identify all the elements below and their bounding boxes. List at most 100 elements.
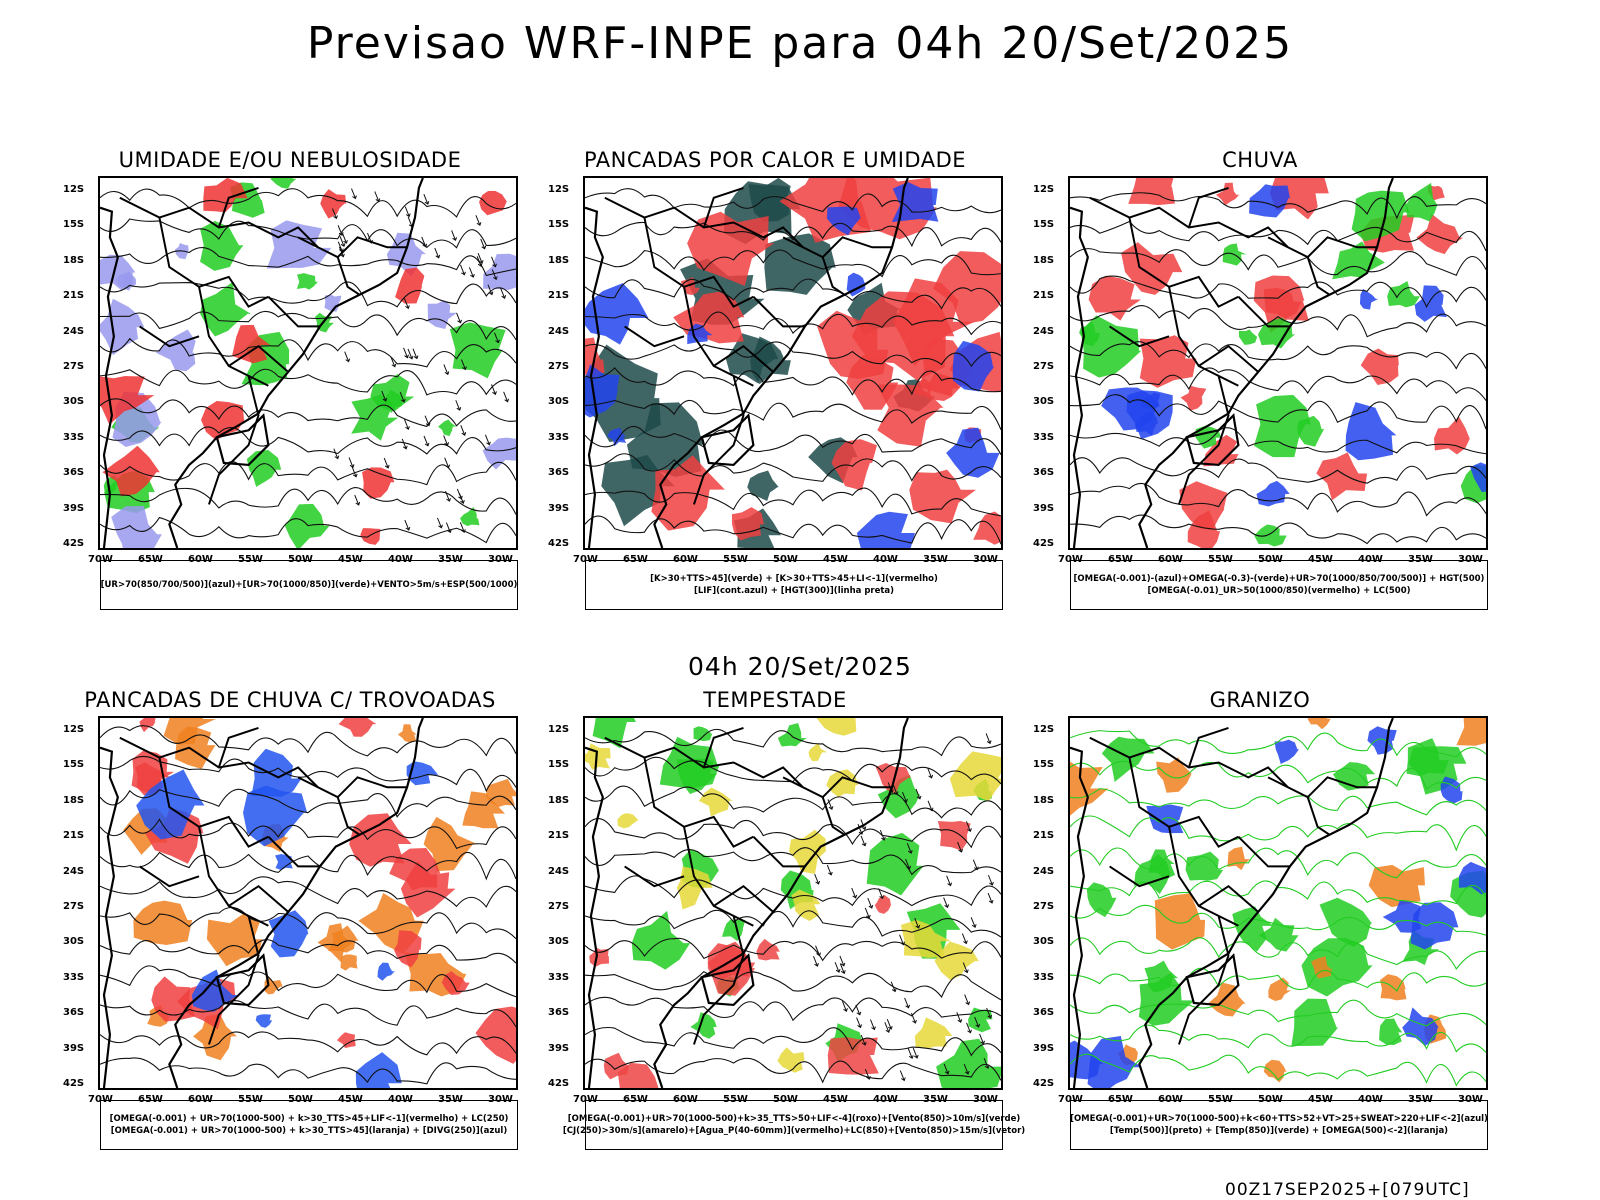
wind-vector xyxy=(333,448,340,460)
wind-vector xyxy=(815,945,821,957)
wind-vector xyxy=(404,519,411,531)
field-area xyxy=(264,976,283,995)
wind-vector xyxy=(424,415,431,427)
lat-tick-label: 21S xyxy=(1033,830,1055,842)
lon-tick-label: 65W xyxy=(138,1094,163,1105)
field-area xyxy=(338,718,377,737)
lat-tick-label: 15S xyxy=(1033,219,1055,231)
lon-tick-label: 70W xyxy=(88,1094,113,1105)
field-area xyxy=(1458,861,1486,895)
lat-tick-label: 24S xyxy=(63,325,85,337)
legend-line: [OMEGA(-0.001)+UR>70(1000-500)+k<60+TTS>… xyxy=(1070,1114,1488,1124)
wind-vector xyxy=(826,864,833,876)
contour-line xyxy=(585,278,1001,310)
field-area xyxy=(585,364,620,418)
panel-umidade: UMIDADE E/OU NEBULOSIDADE 12S 15S 18S 21S 24S… xyxy=(55,148,525,628)
lon-tick-label: 50W xyxy=(773,554,798,565)
lon-tick-label: 60W xyxy=(673,1094,698,1105)
wind-vector xyxy=(443,435,450,447)
wind-vector xyxy=(827,799,834,810)
panel-title: GRANIZO xyxy=(1209,688,1311,712)
wind-vector xyxy=(383,457,390,469)
wind-vector xyxy=(460,359,467,371)
lat-tick-label: 33S xyxy=(63,431,85,443)
field-area xyxy=(200,220,244,271)
field-area xyxy=(1070,761,1109,816)
field-area xyxy=(791,889,821,922)
forecast-map xyxy=(585,718,1001,1088)
panel-granizo: GRANIZO 12S 15S 18S 21S 24S 27S 30S 33S 36S 39S 42S… xyxy=(1025,688,1495,1168)
lat-tick-label: 18S xyxy=(63,794,85,806)
lon-tick-label: 70W xyxy=(88,554,113,565)
lat-tick-label: 42S xyxy=(63,1078,85,1089)
field-area xyxy=(1180,385,1207,411)
field-area xyxy=(875,763,911,794)
contour-line xyxy=(100,906,516,940)
lat-tick-label: 42S xyxy=(63,538,85,549)
state-border xyxy=(1306,796,1331,836)
lat-tick-label: 18S xyxy=(548,254,570,266)
state-border xyxy=(228,344,289,373)
lon-tick-label: 55W xyxy=(1208,1094,1233,1105)
wind-vector xyxy=(445,491,451,502)
lon-tick-label: 50W xyxy=(773,1094,798,1105)
field-area xyxy=(788,829,826,874)
contour-line xyxy=(100,398,516,428)
wind-vector xyxy=(906,843,913,854)
wind-vector xyxy=(957,841,963,853)
contour-line xyxy=(100,337,516,368)
panel-chuva: CHUVA 12S 15S 18S 21S 24S 27S 30S 33S 36S 39S 42S 70… xyxy=(1025,148,1495,628)
contour-line xyxy=(100,310,516,341)
contour-line xyxy=(585,1026,1001,1057)
panel-title: UMIDADE E/OU NEBULOSIDADE xyxy=(118,148,462,172)
wind-vector xyxy=(814,873,821,885)
map-area xyxy=(98,716,518,1090)
lat-tick-label: 36S xyxy=(548,1007,570,1019)
wind-vector xyxy=(970,917,977,928)
field-area xyxy=(909,469,977,524)
field-area xyxy=(255,1014,273,1028)
wind-vector xyxy=(943,1063,950,1075)
field-area xyxy=(1139,335,1197,388)
contour-line xyxy=(100,965,516,998)
lat-tick-label: 39S xyxy=(548,502,570,514)
wind-vector xyxy=(444,457,451,469)
lon-tick-label: 55W xyxy=(723,1094,748,1105)
lat-tick-label: 12S xyxy=(63,184,85,195)
field-area xyxy=(1203,434,1239,467)
coastline xyxy=(585,178,909,548)
wind-vector xyxy=(884,1022,891,1034)
lat-tick-label: 15S xyxy=(548,219,570,231)
field-area xyxy=(1086,882,1117,918)
wind-vector xyxy=(986,1007,993,1019)
state-border xyxy=(702,186,744,228)
state-border xyxy=(267,836,320,868)
field-area xyxy=(1319,897,1373,947)
contour-line xyxy=(100,188,516,218)
lat-tick-label: 18S xyxy=(63,254,85,266)
field-area xyxy=(111,506,162,548)
contour-line xyxy=(100,851,516,881)
state-border xyxy=(1128,757,1239,848)
panel-legend: [OMEGA(-0.001)-(azul)+OMEGA(-0.3)-(verde… xyxy=(1070,560,1488,610)
field-area xyxy=(585,743,611,770)
field-area xyxy=(589,947,610,967)
lat-tick-label: 24S xyxy=(548,865,570,877)
field-area xyxy=(856,511,915,548)
field-area xyxy=(147,1005,170,1027)
field-area xyxy=(1332,241,1386,280)
field-area xyxy=(876,384,944,447)
lat-tick-label: 24S xyxy=(1033,325,1055,337)
wind-vector xyxy=(381,390,388,402)
field-area xyxy=(952,340,995,392)
lon-tick-label: 40W xyxy=(873,554,898,565)
panel-tempestade: TEMPESTADE 12S 15S 18S 21S 24S 27S 30S 33S 36S 39S… xyxy=(540,688,1025,1168)
legend-line: [OMEGA(-0.001)-(azul)+OMEGA(-0.3)-(verde… xyxy=(1073,574,1485,584)
contour-line xyxy=(1070,248,1486,276)
lat-tick-label: 42S xyxy=(1033,1078,1055,1089)
contour-line xyxy=(100,876,516,908)
lon-tick-label: 65W xyxy=(1108,554,1133,565)
lon-tick-label: 50W xyxy=(288,554,313,565)
field-area xyxy=(438,419,457,437)
field-area xyxy=(427,300,458,329)
